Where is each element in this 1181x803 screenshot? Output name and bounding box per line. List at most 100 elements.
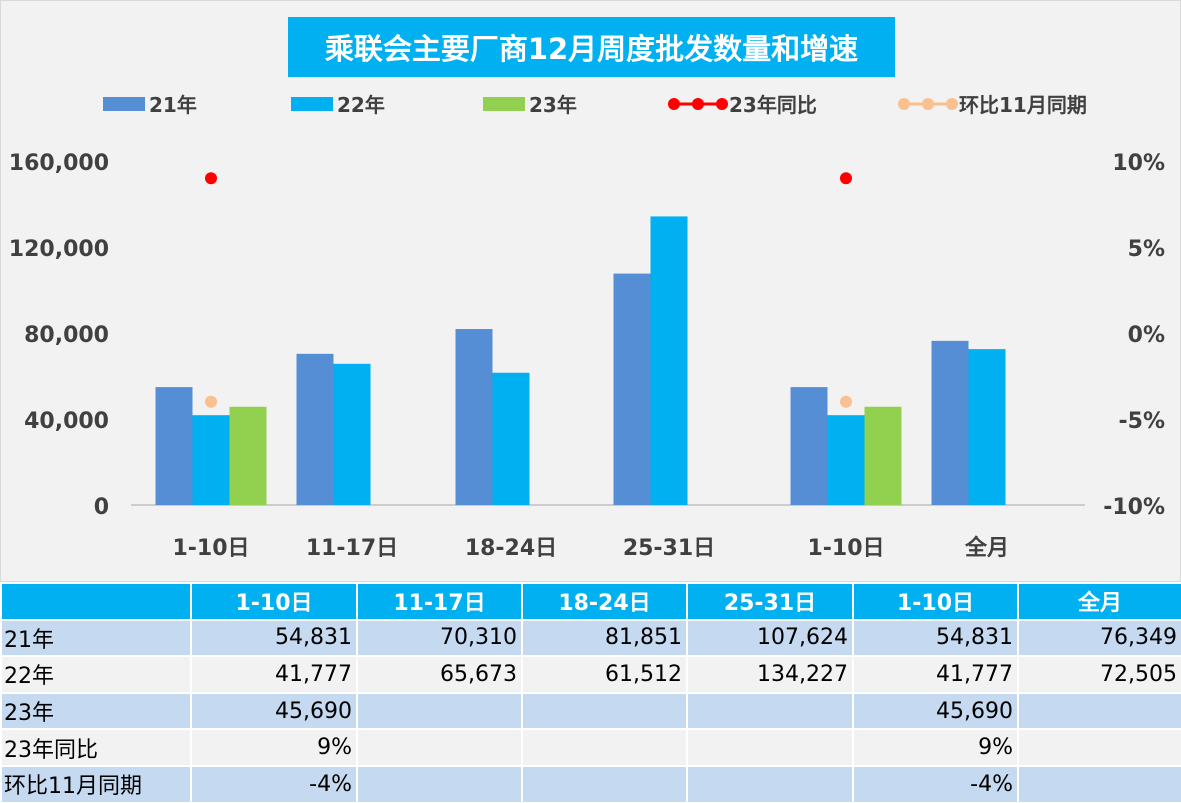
marker-group	[205, 172, 852, 408]
legend-swatch	[291, 97, 333, 111]
table-cell: 65,673	[356, 655, 523, 694]
bar	[229, 406, 267, 505]
chart-plot: 21年 22年 23年 23年同比 环比11月同期 0 40,000 80,000 120,0…	[9, 93, 1165, 561]
bar-group	[155, 216, 1006, 505]
legend-label: 环比11月同期	[959, 93, 1087, 117]
y-axis-right: -10% -5% 0% 5% 10%	[1103, 151, 1165, 520]
legend-marker	[692, 98, 704, 110]
table-cell: 54,831	[190, 618, 358, 658]
row-label: 23年同比	[0, 728, 192, 767]
bar	[827, 415, 865, 505]
row-label: 21年	[0, 618, 192, 658]
table-row: 22年 41,777 65,673 61,512 134,227 41,777 …	[0, 655, 1181, 694]
x-tick-label: 25-31日	[623, 536, 715, 561]
table-cell	[686, 764, 854, 803]
table-cell	[356, 691, 523, 731]
legend-marker	[922, 98, 934, 110]
x-axis: 1-10日 11-17日 18-24日 25-31日 1-10日 全月	[172, 535, 1009, 561]
legend-label: 23年同比	[729, 93, 817, 117]
table-cell: 81,851	[521, 618, 688, 658]
table-cell: 134,227	[686, 655, 854, 694]
bar	[296, 353, 334, 505]
x-tick-label: 1-10日	[807, 536, 884, 561]
legend-swatch	[103, 97, 145, 111]
legend-label: 22年	[337, 93, 385, 117]
y-right-tick-label: -10%	[1103, 495, 1165, 520]
table-cell: 9%	[852, 728, 1019, 767]
bar	[333, 363, 371, 505]
table-cell	[686, 691, 854, 731]
table-cell: -4%	[190, 764, 358, 803]
table-cell	[356, 764, 523, 803]
x-tick-label: 1-10日	[172, 536, 249, 561]
table-cell: -4%	[852, 764, 1019, 803]
legend-label: 21年	[149, 93, 197, 117]
table-row: 23年 45,690 45,690	[0, 691, 1181, 731]
y-left-tick-label: 120,000	[9, 237, 109, 262]
chart-area: 乘联会主要厂商12月周度批发数量和增速 21年 22年 23年 23年同比 环比11月同…	[0, 0, 1181, 582]
table-cell	[521, 728, 688, 767]
table-cell: 76,349	[1017, 618, 1181, 658]
y-left-tick-label: 80,000	[24, 323, 109, 348]
table-header-cell: 1-10日	[190, 582, 358, 621]
table-cell: 72,505	[1017, 655, 1181, 694]
data-point	[205, 395, 217, 408]
bar	[931, 340, 969, 505]
table-header-cell: 11-17日	[356, 582, 523, 621]
table-cell: 41,777	[190, 655, 358, 694]
legend-marker	[946, 98, 958, 110]
data-point	[840, 172, 852, 185]
table-cell	[1017, 728, 1181, 767]
bar	[968, 349, 1006, 505]
table-cell: 107,624	[686, 618, 854, 658]
table-row: 21年 54,831 70,310 81,851 107,624 54,831 …	[0, 618, 1181, 658]
table-cell	[1017, 764, 1181, 803]
table-cell: 45,690	[852, 691, 1019, 731]
legend-swatch	[483, 97, 525, 111]
y-right-tick-label: 5%	[1128, 237, 1165, 262]
legend-marker	[716, 98, 728, 110]
y-left-tick-label: 160,000	[9, 151, 109, 176]
bar	[155, 387, 193, 505]
table-header-row: 1-10日 11-17日 18-24日 25-31日 1-10日 全月	[0, 582, 1181, 621]
x-tick-label: 11-17日	[306, 536, 398, 561]
table-header-cell: 全月	[1017, 582, 1181, 621]
data-point	[840, 395, 852, 408]
legend-marker	[668, 98, 680, 110]
table-header-cell: 1-10日	[852, 582, 1019, 621]
table-cell	[686, 728, 854, 767]
table-cell: 9%	[190, 728, 358, 767]
y-left-tick-label: 40,000	[24, 409, 109, 434]
legend-label: 23年	[529, 93, 577, 117]
bar	[455, 329, 493, 505]
y-left-tick-label: 0	[94, 495, 109, 520]
bar	[790, 387, 828, 505]
x-tick-label: 全月	[964, 535, 1009, 561]
table-cell: 45,690	[190, 691, 358, 731]
data-point	[205, 172, 217, 185]
table-cell: 70,310	[356, 618, 523, 658]
x-tick-label: 18-24日	[465, 536, 557, 561]
table-row: 环比11月同期 -4% -4%	[0, 764, 1181, 803]
chart-title: 乘联会主要厂商12月周度批发数量和增速	[288, 17, 895, 77]
bar	[650, 216, 688, 505]
row-label: 22年	[0, 655, 192, 694]
y-axis-left: 0 40,000 80,000 120,000 160,000	[9, 151, 109, 520]
y-right-tick-label: -5%	[1119, 409, 1165, 434]
table-cell	[356, 728, 523, 767]
table-cell: 41,777	[852, 655, 1019, 694]
row-label: 23年	[0, 691, 192, 731]
bar	[492, 372, 530, 505]
row-label: 环比11月同期	[0, 764, 192, 803]
bar	[864, 406, 902, 505]
data-table: 1-10日 11-17日 18-24日 25-31日 1-10日 全月 21年 …	[0, 582, 1181, 803]
legend-marker	[898, 98, 910, 110]
bar	[192, 415, 230, 505]
table-cell	[1017, 691, 1181, 731]
table-header-cell	[0, 582, 192, 621]
chart-legend: 21年 22年 23年 23年同比 环比11月同期	[103, 93, 1087, 117]
table-header-cell: 18-24日	[521, 582, 688, 621]
table-cell	[521, 691, 688, 731]
table-header-cell: 25-31日	[686, 582, 854, 621]
y-right-tick-label: 10%	[1112, 151, 1165, 176]
